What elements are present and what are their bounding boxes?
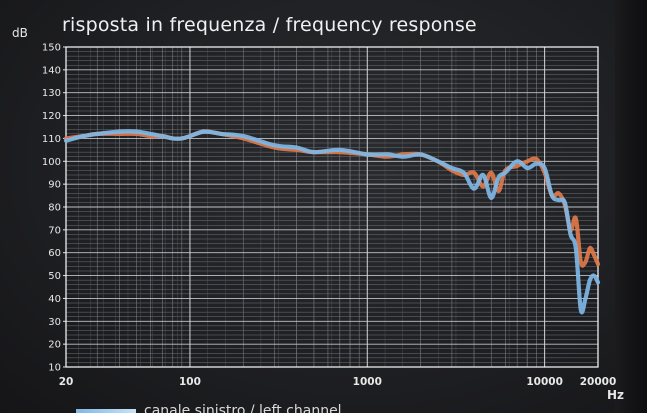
y-tick-label: 60 bbox=[48, 248, 61, 259]
legend-label: canale sinistro / left channel bbox=[144, 403, 342, 413]
series-layer bbox=[63, 129, 601, 315]
y-ticks: 10 20 30 40 50 60 70 80 90 100 110 120 130 140 150 bbox=[42, 43, 66, 374]
y-tick-label: 150 bbox=[42, 43, 61, 54]
y-tick-label: 120 bbox=[42, 111, 61, 122]
legend: canale sinistro / left channel bbox=[76, 403, 342, 413]
legend-swatch-left-channel bbox=[76, 409, 136, 413]
photo-edge bbox=[615, 0, 647, 413]
y-tick-label: 20 bbox=[48, 340, 61, 351]
y-axis-label: dB bbox=[12, 26, 28, 40]
y-tick-label: 90 bbox=[48, 180, 61, 191]
y-tick-label: 30 bbox=[48, 317, 61, 328]
y-tick-label: 140 bbox=[42, 65, 61, 76]
y-tick-label: 100 bbox=[42, 157, 61, 168]
y-tick-label: 10 bbox=[48, 363, 61, 374]
y-tick-label: 110 bbox=[42, 134, 61, 145]
x-tick-label: 100 bbox=[179, 376, 201, 388]
x-tick-label: 10000 bbox=[526, 376, 563, 388]
y-tick-label: 80 bbox=[48, 203, 61, 214]
grid-major bbox=[66, 46, 598, 368]
y-tick-label: 70 bbox=[48, 225, 61, 236]
x-ticks: 20 100 1000 10000 20000 bbox=[59, 376, 617, 388]
y-tick-label: 130 bbox=[42, 88, 61, 99]
x-tick-label: 1000 bbox=[353, 376, 382, 388]
y-tick-label: 40 bbox=[48, 294, 61, 305]
x-tick-label: 20000 bbox=[580, 376, 617, 388]
y-tick-label: 50 bbox=[48, 271, 61, 282]
chart-title: risposta in frequenza / frequency respon… bbox=[62, 14, 477, 36]
x-tick-label: 20 bbox=[59, 376, 74, 388]
series-line-blue bbox=[63, 129, 601, 315]
x-axis-label: Hz bbox=[607, 388, 625, 402]
